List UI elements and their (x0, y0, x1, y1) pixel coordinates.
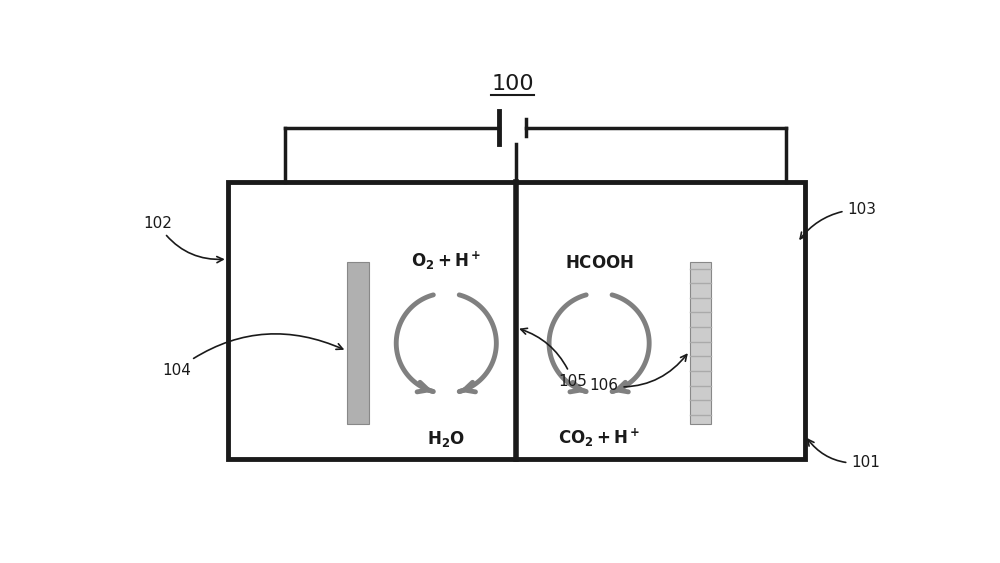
Text: 100: 100 (491, 74, 534, 94)
Text: $\mathbf{HCOOH}$: $\mathbf{HCOOH}$ (565, 253, 634, 271)
Text: 106: 106 (590, 355, 687, 393)
Text: 104: 104 (162, 334, 343, 378)
Text: 105: 105 (521, 328, 588, 389)
Text: 102: 102 (143, 216, 223, 263)
Bar (690, 262, 711, 424)
Text: 101: 101 (808, 439, 880, 470)
Text: $\mathbf{O_2+H^+}$: $\mathbf{O_2+H^+}$ (411, 249, 481, 271)
Bar (228, 181, 805, 459)
Text: $\mathbf{CO_2+H^+}$: $\mathbf{CO_2+H^+}$ (558, 427, 640, 449)
Text: $\mathbf{H_2O}$: $\mathbf{H_2O}$ (427, 430, 465, 449)
Text: 103: 103 (800, 202, 876, 239)
Bar (347, 262, 369, 424)
